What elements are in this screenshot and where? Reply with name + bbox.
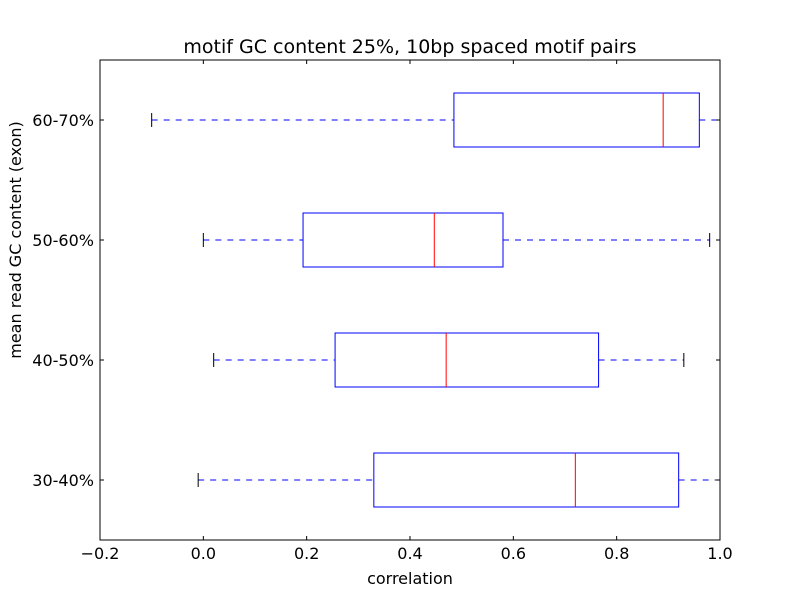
x-tick-label: 0.4 bbox=[397, 544, 422, 563]
chart-title: motif GC content 25%, 10bp spaced motif … bbox=[183, 36, 636, 58]
box-group-1 bbox=[197, 452, 721, 508]
x-tick-label: 0.6 bbox=[501, 544, 526, 563]
x-tick-label: 0.8 bbox=[604, 544, 629, 563]
iqr-box bbox=[453, 92, 700, 148]
plot-frame bbox=[99, 59, 721, 541]
box-group-4 bbox=[151, 92, 721, 148]
iqr-box bbox=[373, 452, 680, 508]
x-axis-label: correlation bbox=[367, 569, 453, 588]
iqr-box bbox=[334, 332, 600, 388]
x-tick-label: 0.2 bbox=[294, 544, 319, 563]
x-tick-label: 0.0 bbox=[191, 544, 216, 563]
axis-ticks: −0.2 0.0 0.2 0.4 0.6 0.8 1.0 30-40% 40-50% 50-60%… bbox=[32, 60, 733, 563]
y-axis-label: mean read GC content (exon) bbox=[6, 121, 25, 359]
box-group-2 bbox=[213, 332, 685, 388]
y-tick-label: 40-50% bbox=[32, 351, 94, 370]
y-tick-label: 60-70% bbox=[32, 111, 94, 130]
y-tick-label: 30-40% bbox=[32, 471, 94, 490]
iqr-box bbox=[302, 212, 504, 268]
x-tick-label: −0.2 bbox=[81, 544, 120, 563]
box-group-3 bbox=[202, 212, 711, 268]
y-tick-label: 50-60% bbox=[32, 231, 94, 250]
x-tick-label: 1.0 bbox=[707, 544, 732, 563]
plot-area bbox=[151, 92, 721, 508]
